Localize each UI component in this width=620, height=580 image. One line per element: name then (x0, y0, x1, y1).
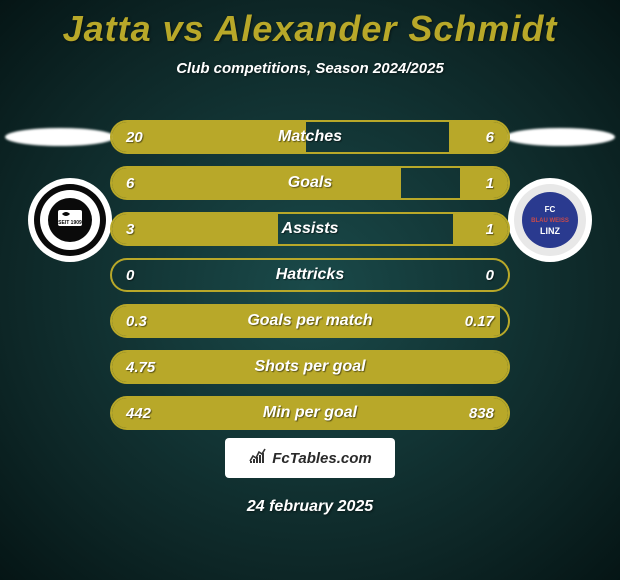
sturm-graz-crest-icon: SEIT 1909 (32, 182, 108, 258)
svg-text:SEIT 1909: SEIT 1909 (58, 220, 82, 226)
stat-row: 4.75Shots per goal (110, 350, 510, 384)
stat-label: Goals (112, 168, 508, 198)
page-subtitle: Club competitions, Season 2024/2025 (0, 60, 620, 77)
stats-container: 206Matches 61Goals 31Assists 00Hattricks 0.3… (110, 120, 510, 442)
blau-weiss-linz-crest-icon: FC BLAU WEISS LINZ (512, 182, 588, 258)
team-badge-right: FC BLAU WEISS LINZ (508, 178, 592, 262)
svg-text:BLAU WEISS: BLAU WEISS (531, 218, 569, 224)
team-badge-left: SEIT 1909 (28, 178, 112, 262)
stat-row: 442838Min per goal (110, 396, 510, 430)
stat-label: Goals per match (112, 306, 508, 336)
stat-label: Shots per goal (112, 352, 508, 382)
spotlight-right (505, 128, 615, 146)
brand-badge: FcTables.com (225, 438, 395, 478)
chart-icon (248, 447, 266, 470)
stat-row: 61Goals (110, 166, 510, 200)
stat-label: Min per goal (112, 398, 508, 428)
svg-text:FC: FC (545, 205, 556, 214)
brand-text: FcTables.com (272, 450, 371, 467)
stat-label: Matches (112, 122, 508, 152)
stat-row: 206Matches (110, 120, 510, 154)
stat-label: Assists (112, 214, 508, 244)
stat-row: 31Assists (110, 212, 510, 246)
stat-label: Hattricks (112, 260, 508, 290)
stat-row: 00Hattricks (110, 258, 510, 292)
date-label: 24 february 2025 (0, 498, 620, 516)
svg-text:LINZ: LINZ (540, 226, 560, 236)
page-title: Jatta vs Alexander Schmidt (0, 0, 620, 50)
stat-row: 0.30.17Goals per match (110, 304, 510, 338)
spotlight-left (5, 128, 115, 146)
